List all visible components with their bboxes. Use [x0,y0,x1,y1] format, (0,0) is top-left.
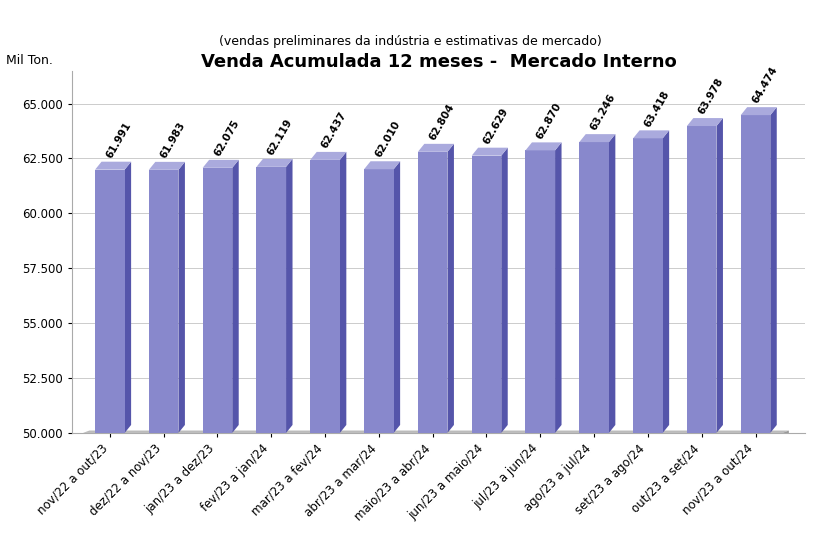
Polygon shape [339,152,346,433]
Polygon shape [256,167,286,433]
Polygon shape [662,130,668,433]
Polygon shape [578,142,609,433]
Text: 62.870: 62.870 [534,101,563,140]
Polygon shape [769,107,776,433]
Polygon shape [686,126,716,433]
Text: 63.418: 63.418 [641,89,671,129]
Polygon shape [232,160,238,433]
Polygon shape [95,162,131,169]
Text: 62.075: 62.075 [212,118,241,158]
Text: 61.991: 61.991 [104,120,133,160]
Text: 63.246: 63.246 [588,93,617,132]
Polygon shape [471,155,500,433]
Polygon shape [632,138,662,433]
Polygon shape [393,161,400,433]
Text: 64.474: 64.474 [749,65,778,105]
Polygon shape [554,143,561,433]
Polygon shape [500,147,507,433]
Polygon shape [83,433,781,440]
Polygon shape [781,430,788,440]
Polygon shape [179,162,185,433]
Polygon shape [525,143,561,150]
Polygon shape [310,160,339,433]
Polygon shape [740,107,776,115]
Text: Mil Ton.: Mil Ton. [7,54,53,67]
Polygon shape [202,168,232,433]
Polygon shape [740,115,769,433]
Text: 62.629: 62.629 [481,106,509,146]
Polygon shape [578,134,614,142]
Polygon shape [609,134,614,433]
Polygon shape [310,152,346,160]
Polygon shape [149,162,185,170]
Polygon shape [418,152,447,433]
Text: 62.119: 62.119 [265,117,294,157]
Polygon shape [124,162,131,433]
Polygon shape [447,144,454,433]
Text: 62.804: 62.804 [427,102,455,142]
Polygon shape [202,160,238,168]
Polygon shape [364,161,400,169]
Polygon shape [286,159,292,433]
Text: 63.978: 63.978 [695,76,724,116]
Polygon shape [83,430,788,433]
Polygon shape [716,118,722,433]
Polygon shape [364,169,393,433]
Polygon shape [525,150,554,433]
Polygon shape [149,170,179,433]
Polygon shape [632,130,668,138]
Text: 61.983: 61.983 [158,121,187,160]
Polygon shape [471,147,507,155]
Polygon shape [256,159,292,167]
Title: Venda Acumulada 12 meses -  Mercado Interno: Venda Acumulada 12 meses - Mercado Inter… [201,53,676,70]
Text: 62.010: 62.010 [373,119,402,159]
Polygon shape [418,144,454,152]
Polygon shape [686,118,722,126]
Text: 62.437: 62.437 [319,110,348,150]
Text: (vendas preliminares da indústria e estimativas de mercado): (vendas preliminares da indústria e esti… [219,35,600,48]
Polygon shape [95,169,124,433]
